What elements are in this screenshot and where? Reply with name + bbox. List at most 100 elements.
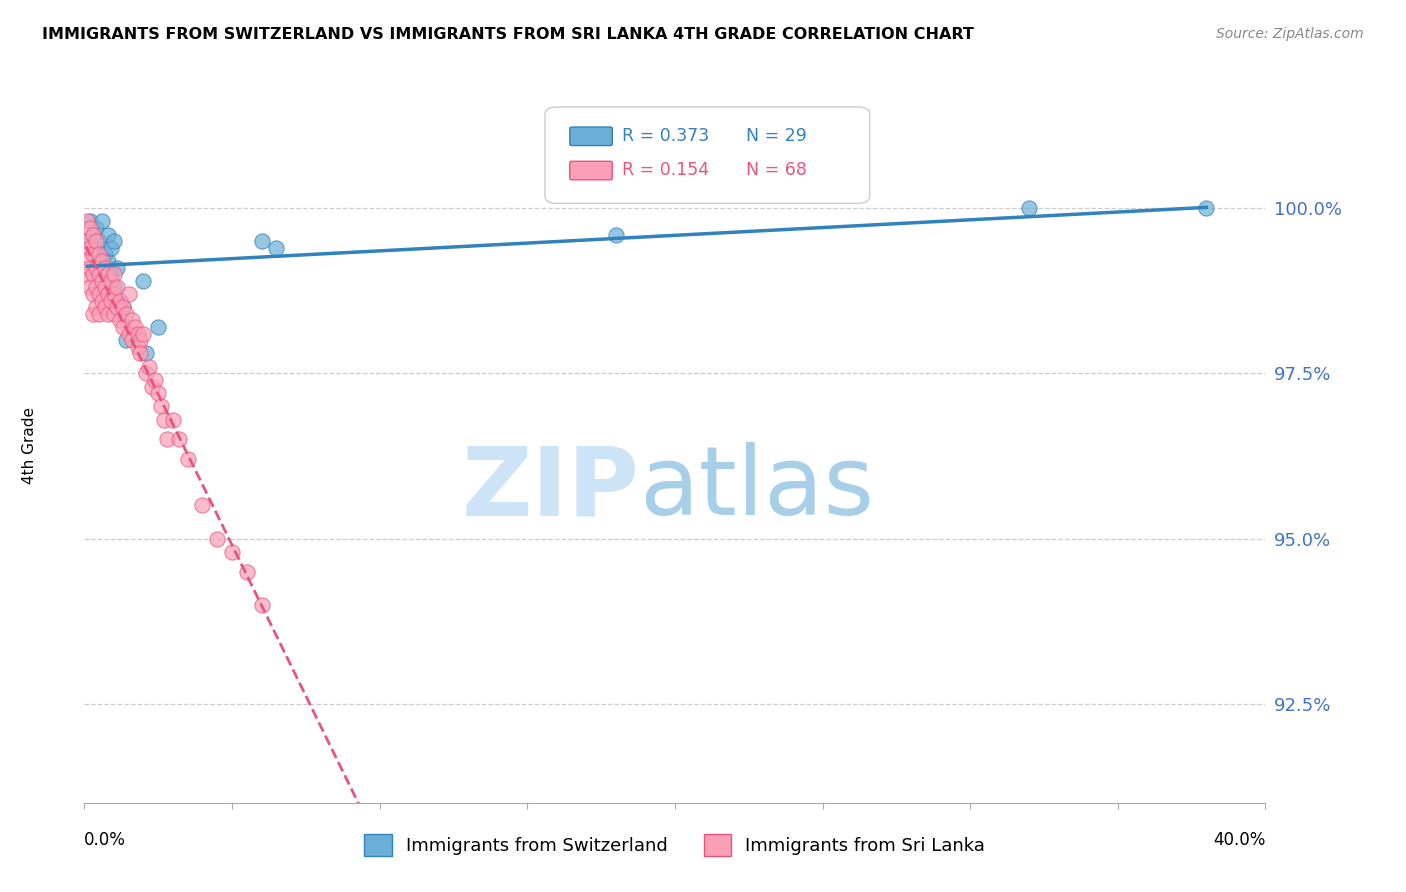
Point: [94, 280, 117, 294]
FancyBboxPatch shape: [546, 107, 870, 203]
Point: [75, 267, 97, 281]
Point: [148, 320, 170, 334]
FancyBboxPatch shape: [569, 161, 612, 180]
Point: [82, 241, 104, 255]
Point: [114, 333, 136, 347]
Point: [135, 346, 157, 360]
FancyBboxPatch shape: [569, 127, 612, 145]
Point: [143, 373, 166, 387]
Point: [605, 227, 627, 242]
Point: [91, 293, 114, 308]
Point: [97, 254, 120, 268]
Point: [100, 293, 122, 308]
Point: [100, 274, 122, 288]
Text: Source: ZipAtlas.com: Source: ZipAtlas.com: [1216, 27, 1364, 41]
Point: [103, 234, 125, 248]
Point: [79, 221, 101, 235]
Point: [124, 320, 146, 334]
Point: [103, 280, 125, 294]
Point: [76, 234, 98, 248]
Point: [135, 367, 157, 381]
Point: [94, 300, 117, 314]
Point: [82, 227, 104, 242]
Point: [94, 247, 117, 261]
Point: [91, 260, 114, 275]
Point: [89, 267, 111, 281]
Point: [82, 227, 104, 242]
Point: [162, 412, 184, 426]
Text: 40.0%: 40.0%: [1213, 831, 1265, 849]
Point: [118, 326, 141, 341]
Point: [89, 254, 111, 268]
Legend: Immigrants from Switzerland, Immigrants from Sri Lanka: Immigrants from Switzerland, Immigrants …: [356, 825, 994, 865]
Point: [103, 267, 125, 281]
Text: IMMIGRANTS FROM SWITZERLAND VS IMMIGRANTS FROM SRI LANKA 4TH GRADE CORRELATION C: IMMIGRANTS FROM SWITZERLAND VS IMMIGRANT…: [42, 27, 974, 42]
Point: [250, 598, 273, 612]
Point: [132, 326, 155, 341]
Point: [84, 221, 107, 235]
Point: [156, 433, 179, 447]
Text: N = 29: N = 29: [745, 127, 807, 145]
Point: [79, 260, 101, 275]
Point: [84, 247, 107, 261]
Point: [94, 260, 117, 275]
Point: [150, 400, 173, 414]
Point: [250, 234, 273, 248]
Point: [84, 300, 107, 314]
Point: [91, 274, 114, 288]
Point: [153, 412, 176, 426]
Point: [84, 280, 107, 294]
Text: R = 0.154: R = 0.154: [621, 161, 709, 178]
Point: [205, 532, 228, 546]
Point: [89, 307, 111, 321]
Point: [191, 499, 214, 513]
Point: [105, 300, 128, 314]
Point: [103, 287, 125, 301]
Point: [97, 287, 120, 301]
Text: N = 68: N = 68: [745, 161, 807, 178]
Point: [167, 433, 190, 447]
Point: [138, 359, 160, 374]
Point: [108, 293, 131, 308]
Point: [79, 241, 101, 255]
Point: [127, 340, 149, 354]
Point: [79, 214, 101, 228]
Point: [236, 565, 259, 579]
Point: [121, 333, 143, 347]
Point: [108, 293, 131, 308]
Point: [76, 234, 98, 248]
Point: [1195, 201, 1218, 215]
Point: [177, 452, 200, 467]
Point: [132, 274, 155, 288]
Point: [148, 386, 170, 401]
Point: [89, 234, 111, 248]
Point: [84, 260, 107, 275]
Point: [221, 545, 243, 559]
Text: 4th Grade: 4th Grade: [22, 408, 37, 484]
Point: [76, 254, 98, 268]
Point: [121, 313, 143, 327]
Point: [127, 326, 149, 341]
Text: 0.0%: 0.0%: [84, 831, 127, 849]
Point: [84, 234, 107, 248]
Point: [79, 280, 101, 294]
Point: [82, 307, 104, 321]
Point: [118, 287, 141, 301]
Point: [141, 379, 163, 393]
Point: [111, 320, 134, 334]
Point: [97, 267, 120, 281]
Point: [129, 333, 152, 347]
Point: [91, 254, 114, 268]
Point: [103, 307, 125, 321]
Point: [100, 241, 122, 255]
Point: [105, 260, 128, 275]
Point: [108, 313, 131, 327]
Point: [82, 267, 104, 281]
Point: [76, 214, 98, 228]
Point: [89, 247, 111, 261]
Point: [111, 300, 134, 314]
Point: [82, 287, 104, 301]
Point: [105, 280, 128, 294]
Point: [89, 287, 111, 301]
Point: [114, 307, 136, 321]
